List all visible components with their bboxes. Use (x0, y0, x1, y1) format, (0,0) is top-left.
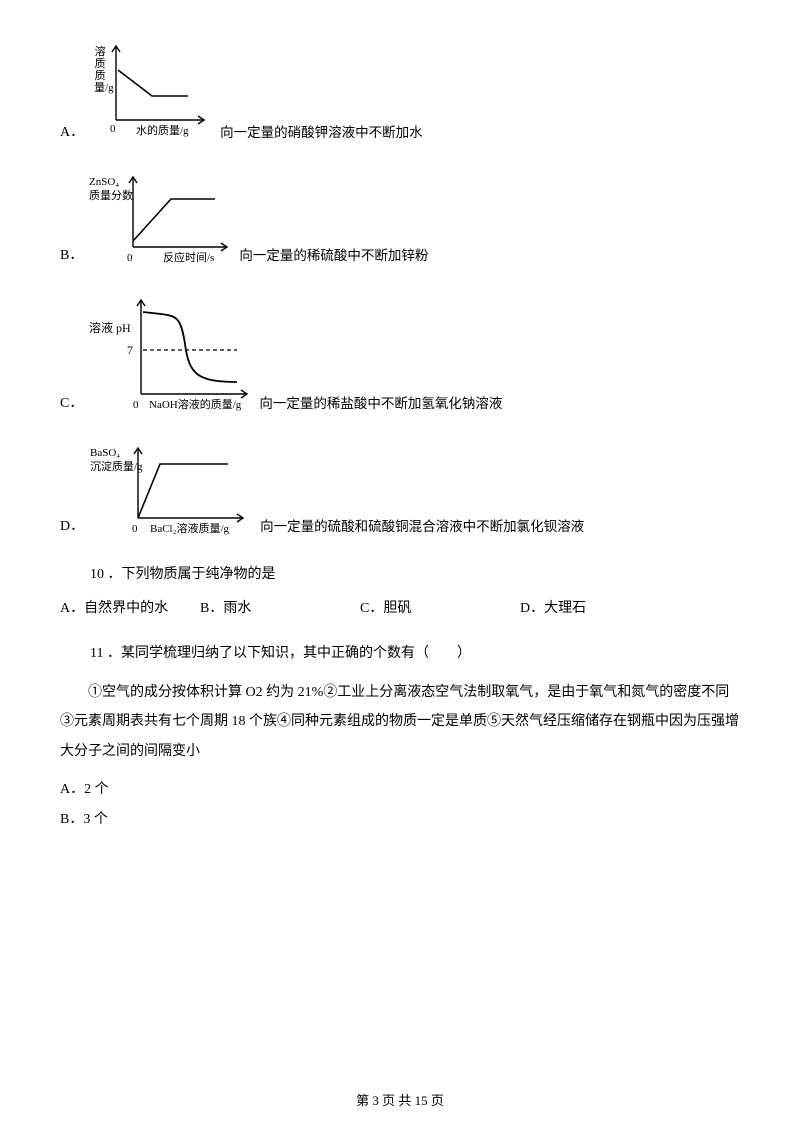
q10-choices: A．自然界中的水 B．雨水 C．胆矾 D．大理石 (60, 599, 740, 619)
graph-b-origin: 0 (127, 252, 133, 264)
graph-c-origin: 0 (133, 399, 139, 411)
graph-a-line (118, 70, 188, 96)
q11-b: B．3 个 (60, 810, 740, 830)
q10-stem: 10 ．下列物质属于纯净物的是 (90, 565, 740, 585)
q10-b: B．雨水 (200, 599, 360, 619)
graph-d-ylabel2: 沉淀质量/g (90, 459, 143, 473)
graph-b-line (133, 199, 215, 241)
q11-a: A．2 个 (60, 780, 740, 800)
graph-d-line (138, 464, 228, 518)
option-c-text: 向一定量的稀盐酸中不断加氢氧化钠溶液 (259, 395, 502, 414)
graph-d-ylabel1: BaSO₄ (90, 447, 120, 459)
option-c-row: C． 溶液 pH 7 0 NaOH溶液的质量/g 向一定量的稀盐酸中不断加氢氧化… (60, 294, 740, 414)
option-c-graph: 溶液 pH 7 0 NaOH溶液的质量/g (87, 294, 257, 414)
q10-d: D．大理石 (520, 599, 586, 619)
graph-c-ylabel: 溶液 pH (89, 320, 131, 335)
graph-b-ylabel2: 质量分数 (89, 189, 133, 202)
option-d-text: 向一定量的硫酸和硫酸铜混合溶液中不断加氯化钡溶液 (260, 518, 584, 537)
option-a-text: 向一定量的硝酸钾溶液中不断加水 (220, 124, 423, 143)
option-d-letter: D． (60, 517, 84, 537)
option-b-row: B． ZnSO₄ 质量分数 0 反应时间/s 向一定量的稀硫酸中不断加锌粉 (60, 171, 740, 266)
graph-c-seven: 7 (127, 343, 133, 357)
graph-d-xlabel: BaCl₂溶液质量/g (150, 521, 230, 535)
option-a-letter: A． (60, 123, 84, 143)
option-a-graph: 溶质质量/g 0 水的质量/g (88, 38, 218, 143)
graph-c-xlabel: NaOH溶液的质量/g (149, 397, 242, 411)
graph-d-origin: 0 (132, 523, 138, 535)
graph-a-xlabel: 水的质量/g (136, 123, 189, 137)
q10-c: C．胆矾 (360, 599, 520, 619)
page-footer: 第 3 页 共 15 页 (0, 1092, 800, 1110)
q11-stem: 11 ．某同学梳理归纳了以下知识，其中正确的个数有（ ） (90, 644, 740, 664)
option-b-text: 向一定量的稀硫酸中不断加锌粉 (239, 247, 428, 266)
option-c-letter: C． (60, 394, 83, 414)
graph-b-ylabel1: ZnSO₄ (89, 176, 119, 188)
q10-a: A．自然界中的水 (60, 599, 200, 619)
option-b-letter: B． (60, 246, 83, 266)
option-a-row: A． 溶质质量/g 0 水的质量/g 向一定量的硝酸钾溶液中不断加水 (60, 38, 740, 143)
graph-c-curve (143, 312, 237, 382)
graph-b-xlabel: 反应时间/s (163, 250, 214, 264)
option-b-graph: ZnSO₄ 质量分数 0 反应时间/s (87, 171, 237, 266)
graph-d-svg: BaSO₄ 沉淀质量/g 0 BaCl₂溶液质量/g (88, 442, 258, 537)
graph-a-origin: 0 (110, 123, 116, 135)
graph-b-svg: ZnSO₄ 质量分数 0 反应时间/s (87, 171, 237, 266)
q11-para: ①空气的成分按体积计算 O2 约为 21%②工业上分离液态空气法制取氧气，是由于… (60, 678, 740, 766)
option-d-row: D． BaSO₄ 沉淀质量/g 0 BaCl₂溶液质量/g 向一定量的硫酸和硫酸… (60, 442, 740, 537)
graph-c-svg: 溶液 pH 7 0 NaOH溶液的质量/g (87, 294, 257, 414)
graph-a-ylabel: 溶质质量/g (94, 46, 106, 94)
option-d-graph: BaSO₄ 沉淀质量/g 0 BaCl₂溶液质量/g (88, 442, 258, 537)
